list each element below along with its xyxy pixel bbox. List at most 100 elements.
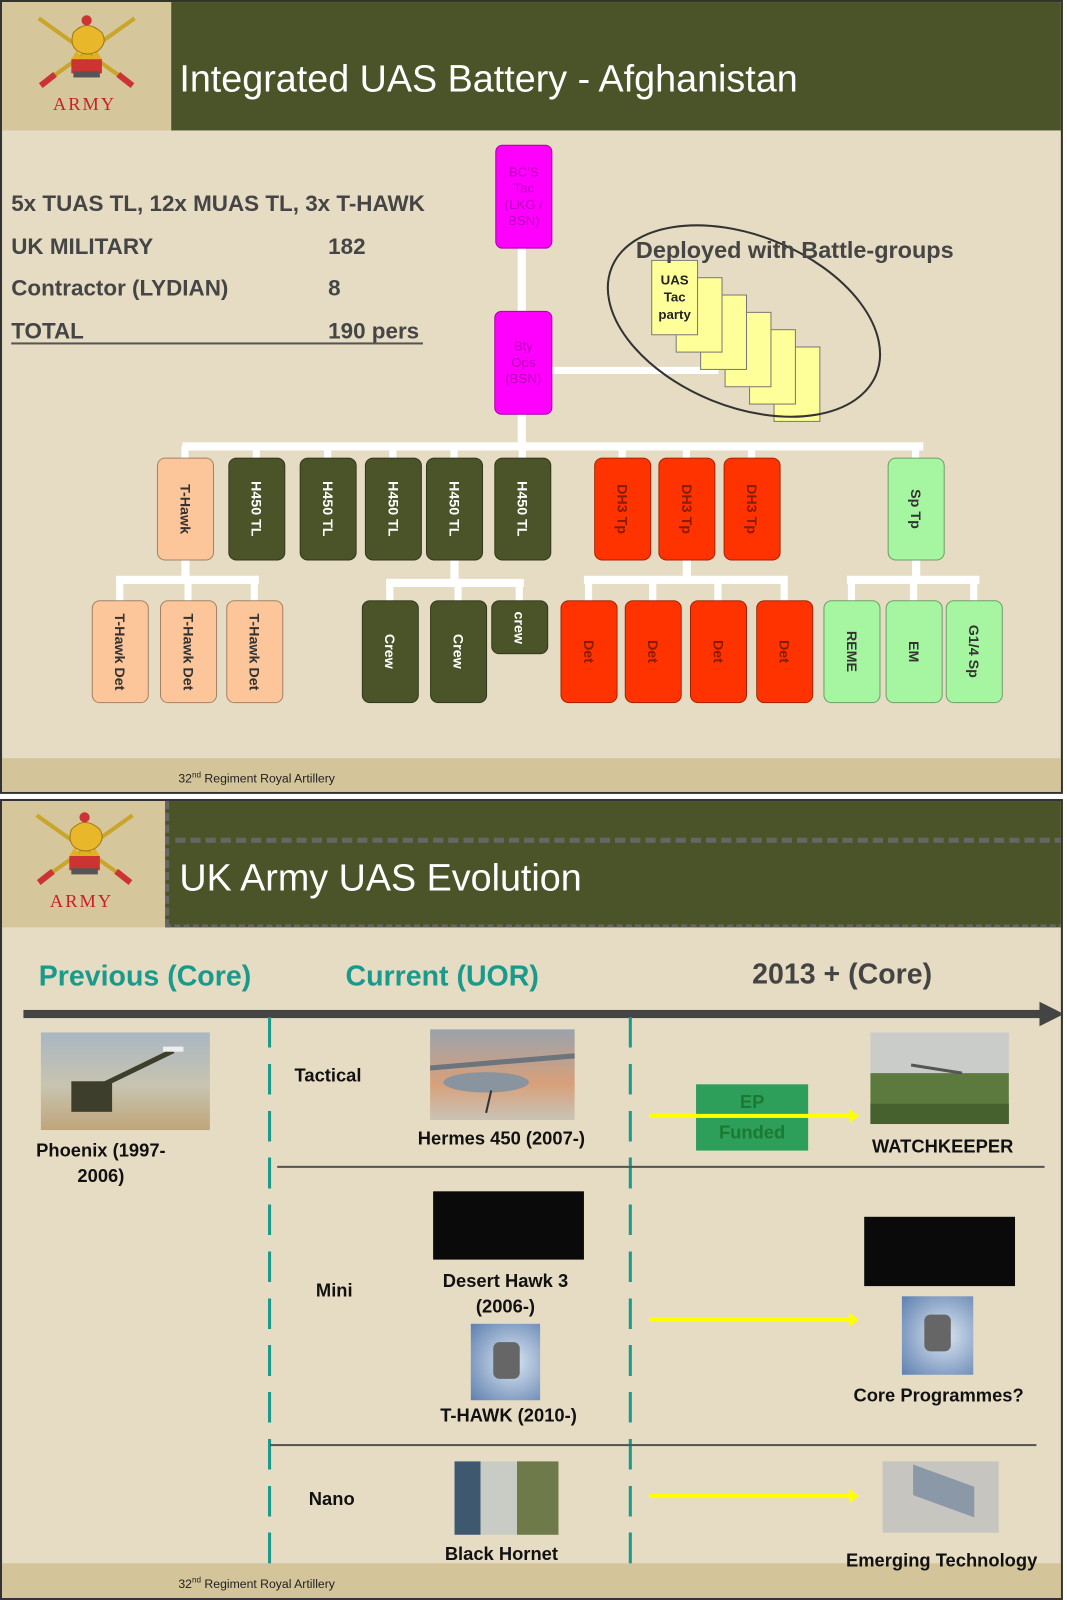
org-unit-box: Sp Tp [887,457,945,561]
progression-arrow-icon [649,1108,860,1124]
footer-sup: nd [191,770,202,780]
slide-uas-evolution: ARMY UK Army UAS Evolution Previous (Cor… [0,798,1063,1600]
org-unit-box: H450 TL [364,457,422,561]
org-unit-box-label: H450 TL [446,481,463,537]
army-logo: ARMY [2,2,172,131]
org-unit-box: H450 TL [494,457,552,561]
connector [714,579,722,602]
army-crest-icon [35,812,134,885]
connector [454,579,462,602]
connector [584,579,593,602]
connector [386,579,394,602]
org-unit-box-label: Sp Tp [908,489,925,529]
uas-tac-party-box: UAS Tac party [651,259,699,336]
org-subunit-box: G1/4 Sp [945,600,1003,704]
slide-header: UK Army UAS Evolution [165,801,1061,928]
org-unit-box-label: H450 TL [385,481,402,537]
bc-tac-box: BC'S Tac (LKG / BSN) [495,144,553,249]
org-subunit-box: Det [624,600,682,704]
column-divider [628,1017,632,1598]
t-hawk-label: T-HAWK (2010-) [440,1405,577,1426]
uk-military-label: UK MILITARY [11,233,154,259]
connector [517,246,526,314]
connector [450,558,459,583]
org-subunit-box-label: Det [580,640,598,664]
column-divider [268,1017,272,1598]
org-unit-box: DH3 Tp [723,457,781,561]
connector [970,579,978,602]
stats-summary: 5x TUAS TL, 12x MUAS TL, 3x T-HAWK [11,190,425,217]
desert-hawk-3-label-line1: Desert Hawk 3 [442,1270,569,1292]
black-hornet-image [454,1461,559,1535]
phoenix-image [40,1032,210,1131]
army-crest-icon [37,15,136,89]
footer-number: 32 [178,1576,192,1591]
phoenix-label-line1: Phoenix (1997- [36,1140,166,1161]
org-unit-box-label: H450 TL [319,481,337,537]
slide-footer: 32nd Regiment Royal Artillery [2,758,1061,792]
org-subunit-box: Det [756,600,814,704]
connector [780,579,788,602]
emerging-technology-image [882,1461,999,1533]
org-subunit-box-label: Crew [450,634,467,670]
connector [847,579,856,602]
connector [252,446,260,459]
connector [389,446,397,459]
page-title: UK Army UAS Evolution [179,857,582,899]
connector [912,558,921,579]
total-value: 190 pers [328,317,420,344]
connector [682,558,691,579]
bty-ops-line: Bty [513,338,533,354]
org-unit-box: T-Hawk [156,457,215,561]
footer-number: 32 [178,771,192,786]
org-subunit-box-label: REME [843,631,861,673]
header-dashed-line [175,837,1061,843]
category-mini: Mini [315,1279,353,1301]
core-programme-t-hawk-image [901,1296,974,1375]
org-subunit-box-label: T-Hawk Det [112,613,129,691]
org-unit-box-label: DH3 Tp [678,484,696,535]
org-unit-box-label: T-Hawk [177,484,194,535]
connector [184,579,192,602]
logo-text: ARMY [52,93,117,115]
connector [912,446,920,459]
ep-text: EP [739,1091,765,1112]
bty-ops-box: Bty Ops (BSN) [494,310,553,415]
row-divider [270,1444,1037,1447]
connector [250,579,258,602]
footer-rest: Regiment Royal Artillery [201,1576,335,1591]
progression-arrow-icon [649,1488,860,1504]
phoenix-label-line2: 2006) [77,1165,125,1187]
org-unit-box: H450 TL [228,457,286,561]
connector [182,442,924,451]
category-nano: Nano [308,1488,355,1510]
footer-sup: nd [191,1575,202,1585]
org-subunit-box-label: T-Hawk Det [180,613,197,691]
connector [517,412,526,450]
connector [181,558,190,579]
hermes-450-label: Hermes 450 (2007-) [417,1128,586,1149]
total-underline [11,342,423,345]
footer-rest: Regiment Royal Artillery [201,771,335,786]
hermes-450-image [430,1029,575,1120]
funded-text: Funded [718,1122,786,1143]
org-subunit-box: T-Hawk Det [159,600,218,704]
connector [649,579,657,602]
org-subunit-box-label: EM [905,641,923,663]
bc-tac-line: BSN) [507,212,540,229]
t-hawk-image [470,1323,541,1401]
org-subunit-box-label: crew [511,610,528,644]
org-subunit-box-label: Det [776,640,793,664]
connector [116,579,124,602]
uas-tac-party-label: UAS [660,272,689,288]
connector [515,579,523,602]
bty-ops-line: Ops [511,354,536,370]
watchkeeper-image [870,1032,1009,1125]
org-unit-box-label: DH3 Tp [743,484,761,535]
army-logo: ARMY [2,801,166,928]
org-subunit-box: T-Hawk Det [91,600,149,704]
desert-hawk-3-label-line2: (2006-) [475,1296,536,1317]
org-unit-box-label: DH3 Tp [614,484,631,535]
category-tactical: Tactical [294,1064,362,1086]
org-subunit-box: Crew [430,600,488,704]
